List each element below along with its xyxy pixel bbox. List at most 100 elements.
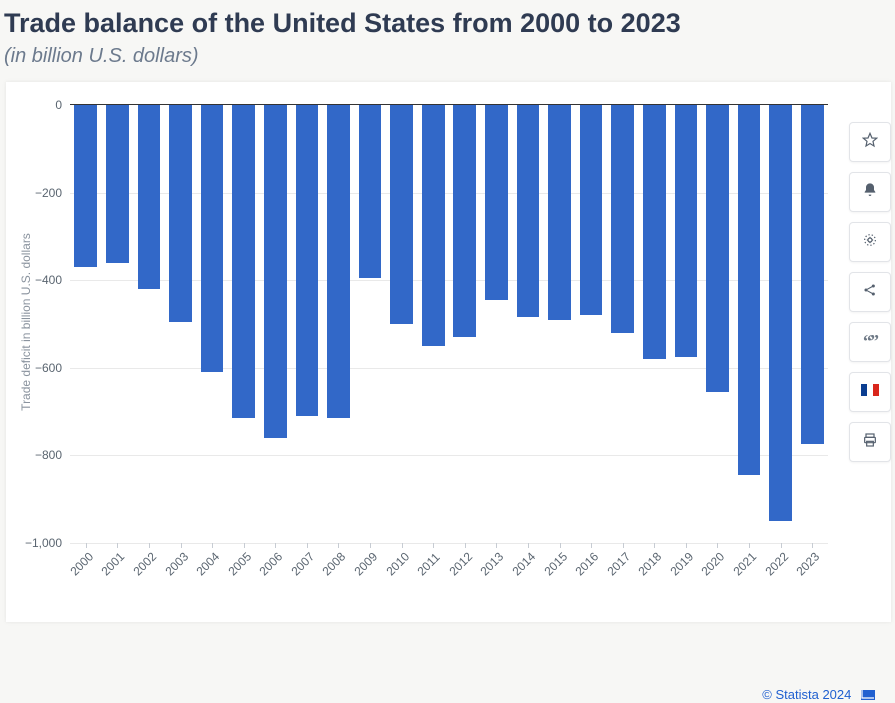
bar[interactable] — [169, 105, 192, 322]
chart-card: Trade deficit in billion U.S. dollars 0−… — [6, 82, 891, 622]
bar[interactable] — [201, 105, 224, 372]
x-tick-label: 2021 — [729, 548, 759, 578]
bell-icon — [862, 182, 878, 203]
x-tick-mark — [749, 543, 750, 548]
quote-icon: “” — [863, 332, 877, 352]
x-tick-mark — [307, 543, 308, 548]
bar[interactable] — [643, 105, 666, 359]
favorite-button[interactable] — [849, 122, 891, 162]
language-button[interactable] — [849, 372, 891, 412]
x-tick-label: 2013 — [476, 548, 506, 578]
bar[interactable] — [327, 105, 350, 418]
x-tick-label: 2003 — [161, 548, 191, 578]
x-tick-mark — [338, 543, 339, 548]
y-axis-label: Trade deficit in billion U.S. dollars — [19, 233, 33, 411]
bar[interactable] — [738, 105, 761, 475]
x-tick-label: 2018 — [634, 548, 664, 578]
print-button[interactable] — [849, 422, 891, 462]
x-tick-label: 2006 — [255, 548, 285, 578]
share-button[interactable] — [849, 272, 891, 312]
bar[interactable] — [769, 105, 792, 521]
bar[interactable] — [611, 105, 634, 333]
x-tick-label: 2004 — [192, 548, 222, 578]
bar[interactable] — [264, 105, 287, 438]
y-tick-label: −800 — [35, 448, 70, 462]
x-tick-mark — [781, 543, 782, 548]
bar[interactable] — [138, 105, 161, 289]
flag-icon — [861, 688, 875, 703]
gear-icon — [862, 232, 878, 253]
x-tick-mark — [560, 543, 561, 548]
flag-fr-icon — [861, 383, 879, 401]
x-tick-mark — [370, 543, 371, 548]
x-tick-label: 2005 — [224, 548, 254, 578]
x-tick-label: 2008 — [318, 548, 348, 578]
notify-button[interactable] — [849, 172, 891, 212]
bar[interactable] — [74, 105, 97, 267]
x-tick-mark — [181, 543, 182, 548]
x-tick-label: 2016 — [571, 548, 601, 578]
bar[interactable] — [801, 105, 824, 444]
bar[interactable] — [359, 105, 382, 278]
y-tick-label: −600 — [35, 361, 70, 375]
chart-plot-area: 0−200−400−600−800−1,00020002001200220032… — [70, 104, 828, 542]
x-tick-label: 2000 — [66, 548, 96, 578]
x-tick-mark — [654, 543, 655, 548]
x-tick-mark — [149, 543, 150, 548]
x-tick-label: 2020 — [697, 548, 727, 578]
x-tick-mark — [465, 543, 466, 548]
x-tick-label: 2015 — [540, 548, 570, 578]
side-toolbar: “” — [849, 122, 889, 462]
chart-subtitle: (in billion U.S. dollars) — [4, 45, 895, 68]
bar[interactable] — [517, 105, 540, 317]
bar[interactable] — [453, 105, 476, 337]
x-tick-label: 2017 — [603, 548, 633, 578]
bar[interactable] — [232, 105, 255, 418]
chart-attribution: © Statista 2024 — [762, 687, 875, 703]
x-tick-label: 2022 — [761, 548, 791, 578]
bar[interactable] — [422, 105, 445, 346]
y-tick-label: −200 — [35, 186, 70, 200]
x-tick-label: 2010 — [382, 548, 412, 578]
x-tick-label: 2014 — [508, 548, 538, 578]
x-tick-label: 2007 — [287, 548, 317, 578]
x-tick-mark — [433, 543, 434, 548]
x-tick-mark — [244, 543, 245, 548]
settings-button[interactable] — [849, 222, 891, 262]
bar[interactable] — [485, 105, 508, 300]
x-tick-mark — [717, 543, 718, 548]
bar[interactable] — [706, 105, 729, 392]
x-tick-label: 2023 — [792, 548, 822, 578]
y-tick-label: 0 — [55, 98, 70, 112]
x-tick-label: 2001 — [97, 548, 127, 578]
cite-button[interactable]: “” — [849, 322, 891, 362]
bar[interactable] — [675, 105, 698, 357]
x-tick-mark — [275, 543, 276, 548]
share-icon — [862, 282, 878, 303]
x-tick-mark — [812, 543, 813, 548]
chart-title: Trade balance of the United States from … — [4, 8, 895, 39]
bar[interactable] — [580, 105, 603, 315]
grid-line — [70, 455, 828, 456]
attribution-link[interactable]: © Statista 2024 — [762, 687, 851, 702]
x-tick-mark — [212, 543, 213, 548]
grid-line — [70, 543, 828, 544]
print-icon — [862, 432, 878, 453]
x-tick-mark — [623, 543, 624, 548]
x-tick-label: 2009 — [350, 548, 380, 578]
x-tick-mark — [686, 543, 687, 548]
x-tick-label: 2002 — [129, 548, 159, 578]
x-tick-label: 2011 — [413, 549, 443, 579]
x-tick-mark — [528, 543, 529, 548]
x-tick-label: 2019 — [666, 548, 696, 578]
bar[interactable] — [296, 105, 319, 416]
star-icon — [862, 132, 878, 153]
bar[interactable] — [548, 105, 571, 320]
bar[interactable] — [390, 105, 413, 324]
x-tick-mark — [86, 543, 87, 548]
y-tick-label: −400 — [35, 273, 70, 287]
x-tick-mark — [402, 543, 403, 548]
bar[interactable] — [106, 105, 129, 263]
x-tick-mark — [591, 543, 592, 548]
x-tick-label: 2012 — [445, 548, 475, 578]
